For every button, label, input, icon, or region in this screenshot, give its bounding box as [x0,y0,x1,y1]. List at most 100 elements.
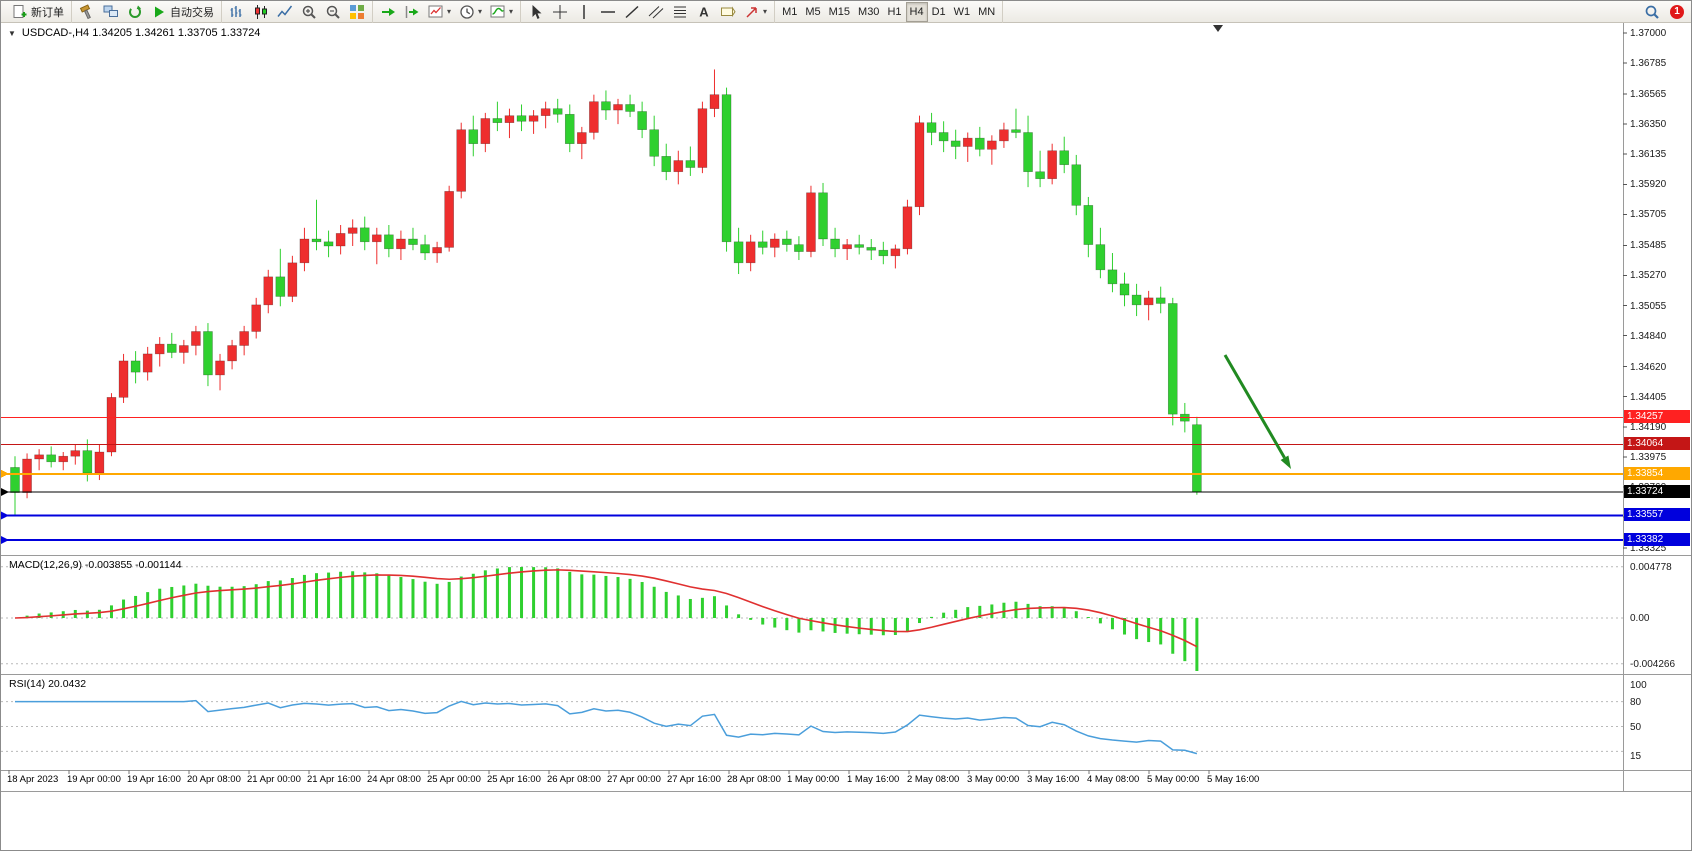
clock-icon [460,4,474,19]
line-left-marker [1,469,9,478]
market-watch-button[interactable] [99,2,123,22]
equidistant-channel-button[interactable] [644,2,668,22]
periods-button[interactable]: ▾ [455,2,486,22]
price-tick-label: 1.36135 [1630,149,1667,161]
zoom-in-button[interactable] [297,2,321,22]
price-line-label: 1.33382 [1624,533,1690,546]
price-tick-label: 1.35485 [1630,240,1667,252]
current-price-label: 1.33724 [1624,485,1690,499]
macd-histogram [25,567,1199,671]
price-line-label: 1.34257 [1624,410,1690,424]
tf-d1-label: D1 [931,5,946,18]
candlestick-chart-button[interactable] [249,2,273,22]
textA-icon: A [699,4,709,19]
linechart-icon [277,5,293,17]
price-tick-label: 1.33325 [1630,542,1667,554]
grid-icon [350,4,364,19]
trend-arrow-annotation[interactable] [1223,354,1291,469]
new-chart-button[interactable]: ▾ [424,2,455,22]
hline-icon [601,10,616,13]
tf-m1-button[interactable]: M1 [778,2,801,22]
vertical-line-button[interactable] [572,2,596,22]
cursor-button[interactable] [524,2,548,22]
time-tick-label: 27 Apr 00:00 [607,774,661,785]
time-tick-label: 4 May 08:00 [1087,774,1140,785]
horizontal-line-button[interactable] [596,2,620,22]
new-order-label: 新订单 [31,6,64,19]
price-tick-label: 1.35270 [1630,270,1667,282]
chevron-down-icon: ▾ [478,6,483,16]
rsi-header: RSI(14) 20.0432 [9,678,87,690]
search-button[interactable] [1640,2,1664,22]
tf-mn-button[interactable]: MN [974,2,999,22]
toolbar-group-drawing-tools: A ▾ [521,1,776,23]
price-tick-label: 1.35920 [1630,179,1667,191]
time-tick-label: 19 Apr 00:00 [67,774,121,785]
text-button[interactable]: A [692,2,716,22]
metaeditor-button[interactable] [75,2,99,22]
tf-h4-label: H4 [909,5,924,18]
autotrading-button[interactable]: 自动交易 [147,2,218,22]
toolbar-groups: 新订单 自动交易 ▾ ▾ ▾ A ▾ M1 M5 M15 M30 H1 H4 D1 W1 MN [5,1,1004,23]
tf-w1-button[interactable]: W1 [950,2,975,22]
line-chart-button[interactable] [273,2,297,22]
zoom-in-icon [302,5,316,19]
price-tick-label: 1.34405 [1630,391,1667,403]
time-tick-label: 26 Apr 08:00 [547,774,601,785]
time-tick-label: 28 Apr 08:00 [727,774,781,785]
arrowdraw-icon [746,6,757,18]
channel-icon [648,5,664,18]
time-tick-label: 27 Apr 16:00 [667,774,721,785]
price-tick-label: 1.36350 [1630,119,1667,131]
toolbar-group-timeframes: M1 M5 M15 M30 H1 H4 D1 W1 MN [775,1,1004,23]
macd-header: MACD(12,26,9) -0.003855 -0.001144 [9,559,182,571]
new-order-button[interactable]: 新订单 [8,2,68,22]
time-tick-label: 19 Apr 16:00 [127,774,181,785]
chart-shift-button[interactable] [400,2,424,22]
macd-scale-label: 0.00 [1630,613,1650,624]
toolbar-group-orders: 新订单 [5,1,72,23]
zoom-out-button[interactable] [321,2,345,22]
chart-arrow-icon [382,7,395,16]
tf-h1-button[interactable]: H1 [883,2,905,22]
auto-scroll-button[interactable] [376,2,400,22]
time-tick-label: 5 May 16:00 [1207,774,1260,785]
fibonacci-button[interactable] [668,2,692,22]
rsi-scale-label: 50 [1630,721,1642,733]
rsi-scale-label: 100 [1630,680,1647,691]
monitors-icon [103,5,118,17]
tile-windows-button[interactable] [345,2,369,22]
crosshair-button[interactable] [548,2,572,22]
chart-shift-marker[interactable] [1213,25,1223,32]
tf-m15-button[interactable]: M15 [825,2,854,22]
chevron-down-icon: ▾ [763,6,768,16]
arrow-objects-button[interactable]: ▾ [740,2,771,22]
tf-d1-button[interactable]: D1 [928,2,950,22]
notification-badge[interactable]: 1 [1670,4,1684,19]
zoom-out-icon [326,5,340,19]
trendline-button[interactable] [620,2,644,22]
time-tick-label: 24 Apr 08:00 [367,774,421,785]
strategy-tester-button[interactable] [123,2,147,22]
chart-new-icon [428,5,443,17]
macd-signal-line [14,569,1198,648]
indicators-list-button[interactable]: ▾ [486,2,517,22]
time-tick-label: 3 May 00:00 [967,774,1020,785]
label-icon [721,5,736,17]
text-label-button[interactable] [716,2,740,22]
rsi-scale-label: 80 [1630,696,1642,708]
tf-h4-button[interactable]: H4 [905,1,928,22]
tf-m5-button[interactable]: M5 [801,2,824,22]
autotrading-label: 自动交易 [170,6,214,19]
one-click-trading-toggle[interactable]: ▼ [8,28,16,38]
price-line-label: 1.33854 [1624,466,1690,480]
line-left-marker [1,488,9,497]
bar-chart-button[interactable] [225,2,249,22]
price-line-label: 1.33557 [1624,508,1690,522]
chart-info-line: ▼ USDCAD-,H4 1.34205 1.34261 1.33705 1.3… [8,27,260,39]
toolbar-group-chart-tools: ▾ ▾ ▾ [373,1,522,23]
tf-h1-label: H1 [887,5,902,18]
chart-window: ▼ USDCAD-,H4 1.34205 1.34261 1.33705 1.3… [1,23,1691,850]
tf-m30-button[interactable]: M30 [854,2,883,22]
chevron-down-icon: ▾ [509,6,514,16]
